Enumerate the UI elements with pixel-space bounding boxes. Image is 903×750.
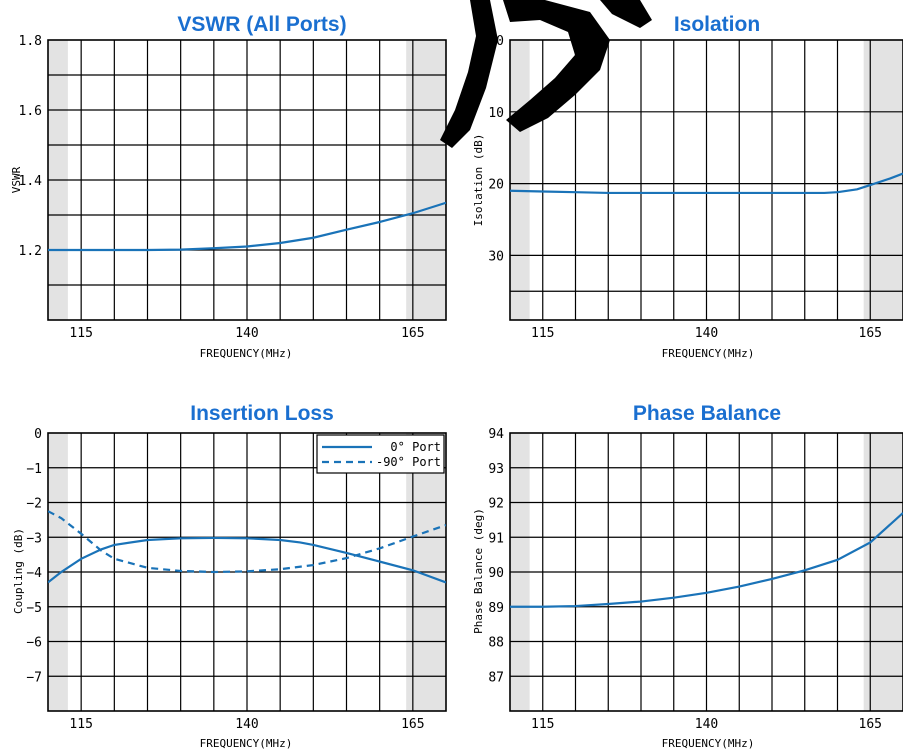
y-tick-label: 93 (488, 462, 504, 477)
y-axis-label: Isolation (dB) (472, 134, 485, 227)
plot-frame (509, 432, 903, 712)
legend-label-1: 0° Port (390, 440, 441, 454)
y-tick-label: −4 (26, 566, 42, 581)
watermark-logo (440, 0, 652, 148)
x-tick-label: 165 (401, 326, 424, 341)
series-line-main (510, 512, 903, 608)
watermark-stroke (600, 0, 652, 28)
y-tick-label: 90 (488, 566, 504, 581)
y-tick-label: 92 (488, 497, 504, 512)
y-tick-label: 87 (488, 670, 504, 685)
y-tick-label: −3 (26, 531, 42, 546)
chart-panel-3: Insertion Loss 115 140 165 FREQUENCY(MHz) 0 −1… (12, 402, 447, 750)
plot-frame (47, 39, 447, 321)
x-tick-label: 140 (695, 717, 718, 732)
y-tick-label: 1.6 (19, 104, 42, 119)
y-tick-label: 10 (488, 106, 504, 121)
y-tick-label: 1.8 (19, 34, 42, 49)
y-tick-label: 1.2 (19, 244, 42, 259)
x-tick-label: 115 (531, 717, 554, 732)
x-axis-label: FREQUENCY(MHz) (200, 347, 293, 360)
y-tick-label: 20 (488, 178, 504, 193)
x-tick-label: 140 (235, 326, 258, 341)
y-tick-label: 1.4 (19, 174, 43, 189)
y-tick-label: 88 (488, 636, 504, 651)
series-group (510, 512, 903, 608)
x-tick-label: 115 (69, 326, 92, 341)
series-group (48, 201, 446, 252)
x-axis-label: FREQUENCY(MHz) (662, 347, 755, 360)
x-tick-label: 140 (235, 717, 258, 732)
series-group (510, 172, 903, 195)
x-axis-label: FREQUENCY(MHz) (200, 737, 293, 750)
out-of-band-shade (510, 40, 530, 320)
y-tick-label: 91 (488, 531, 504, 546)
series-line-main (510, 172, 903, 195)
series-line-main (48, 201, 446, 252)
y-axis-label: VSWR (10, 166, 23, 193)
y-tick-label: 94 (488, 427, 504, 442)
chart-panel-4: Phase Balance 115 140 165 FREQUENCY(MHz) 87 88… (472, 402, 903, 750)
legend-label-2: -90° Port (376, 455, 441, 469)
chart-title: Isolation (674, 13, 760, 36)
series-line-0-port (48, 536, 446, 584)
legend-box (316, 434, 445, 474)
watermark-stroke (440, 0, 498, 148)
y-tick-label: 0 (496, 34, 504, 49)
y-tick-label: −6 (26, 636, 42, 651)
plot-frame (47, 432, 447, 712)
watermark-stroke (503, 0, 610, 132)
plot-frame (509, 39, 903, 321)
y-tick-label: 0 (34, 427, 42, 442)
y-tick-label: −1 (26, 462, 42, 477)
x-tick-label: 115 (69, 717, 92, 732)
x-tick-label: 165 (859, 717, 882, 732)
y-axis-label: Phase Balance (deg) (472, 508, 485, 634)
y-tick-label: −2 (26, 497, 42, 512)
x-tick-label: 115 (531, 326, 554, 341)
x-axis-label: FREQUENCY(MHz) (662, 737, 755, 750)
y-tick-label: −5 (26, 601, 42, 616)
y-tick-label: 30 (488, 249, 504, 264)
chart-panel-1: VSWR (All Ports) 115 140 165 FREQUENCY(MHz) 1… (10, 13, 447, 360)
legend: 0° Port-90° Port (316, 434, 445, 474)
chart-panel-2: Isolation 115 140 165 FREQUENCY(MHz) 0 10 20 30 I… (472, 13, 903, 360)
y-axis-label: Coupling (dB) (12, 528, 25, 614)
series-group (48, 510, 446, 584)
x-tick-label: 165 (401, 717, 424, 732)
y-tick-label: 89 (488, 601, 504, 616)
chart-title: VSWR (All Ports) (177, 13, 346, 36)
chart-title: Insertion Loss (190, 402, 334, 425)
chart-title: Phase Balance (633, 402, 781, 425)
y-tick-label: −7 (26, 670, 42, 685)
x-tick-label: 140 (695, 326, 718, 341)
x-tick-label: 165 (859, 326, 882, 341)
series-line-90-port (48, 510, 446, 574)
